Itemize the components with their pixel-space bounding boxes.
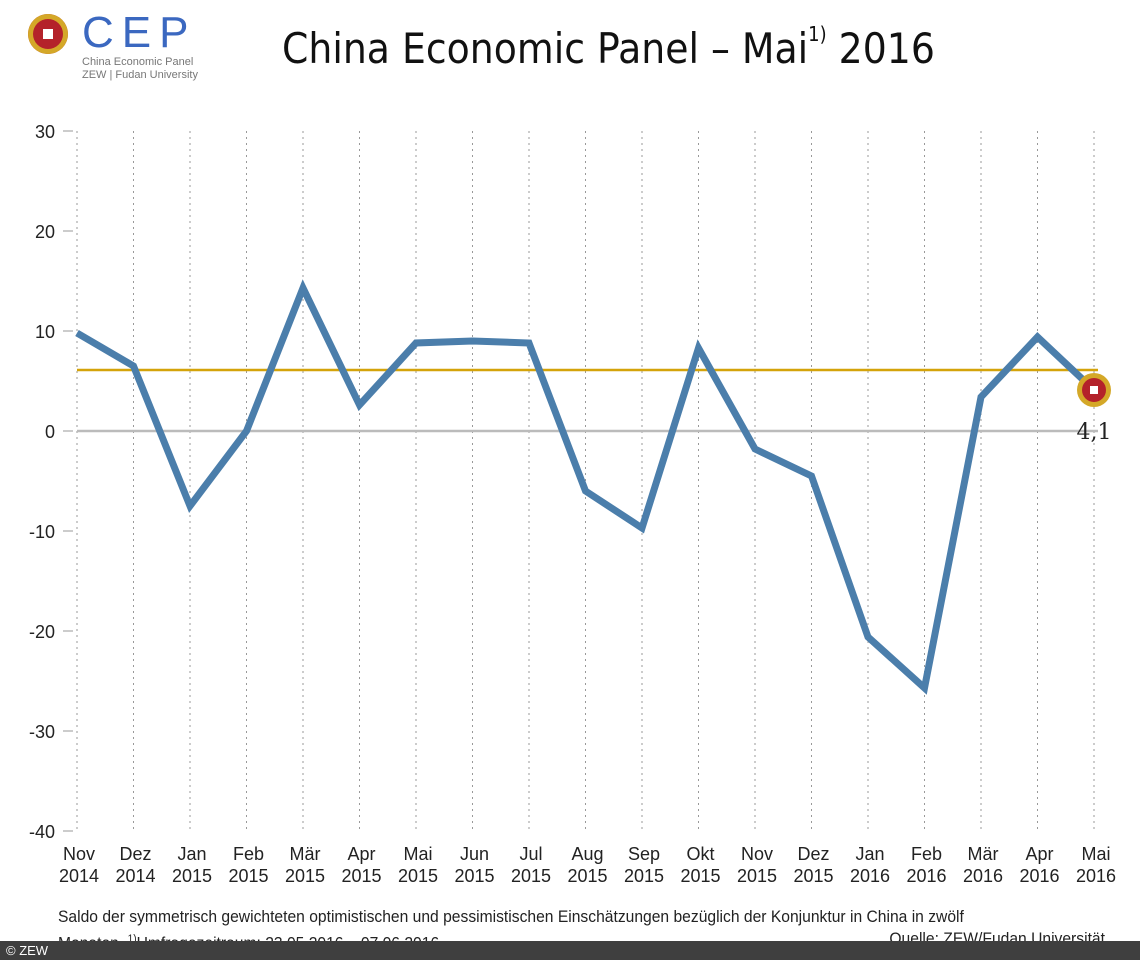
x-tick-year: 2015 (793, 866, 833, 886)
x-tick-month: Feb (233, 844, 264, 864)
x-tick-year: 2015 (228, 866, 268, 886)
copyright-bar: © ZEW (0, 941, 1140, 960)
x-tick-year: 2014 (115, 866, 155, 886)
x-tick-year: 2016 (906, 866, 946, 886)
x-tick-month: Dez (119, 844, 151, 864)
chart-title: China Economic Panel – Mai1) 2016 (282, 22, 935, 73)
logo-wordmark: CEP (82, 8, 197, 57)
x-tick-year: 2015 (567, 866, 607, 886)
title-year: 2016 (838, 24, 935, 73)
y-tick-label: 30 (35, 122, 55, 142)
x-tick-month: Dez (797, 844, 829, 864)
title-footnote: 1) (808, 22, 827, 46)
caption-line-1: Saldo der symmetrisch gewichteten optimi… (58, 907, 964, 926)
x-tick-month: Jan (855, 844, 884, 864)
y-tick-label: -30 (29, 722, 55, 742)
x-tick-year: 2016 (963, 866, 1003, 886)
caption-footnote: 1) (127, 933, 137, 945)
x-tick-month: Mai (1081, 844, 1110, 864)
x-tick-month: Mär (290, 844, 321, 864)
x-tick-year: 2015 (624, 866, 664, 886)
x-tick-year: 2014 (59, 866, 99, 886)
x-tick-month: Nov (741, 844, 773, 864)
x-tick-month: Mai (403, 844, 432, 864)
title-text: China Economic Panel – Mai (282, 24, 809, 73)
x-tick-year: 2015 (454, 866, 494, 886)
coin-icon (28, 14, 68, 54)
x-tick-year: 2016 (1076, 866, 1116, 886)
y-tick-label: 0 (45, 422, 55, 442)
x-tick-month: Okt (686, 844, 714, 864)
x-tick-month: Mär (968, 844, 999, 864)
x-tick-year: 2016 (1019, 866, 1059, 886)
logo-line-2: ZEW | Fudan University (82, 69, 198, 81)
x-tick-year: 2015 (511, 866, 551, 886)
last-value-label: 4,1 (1077, 420, 1112, 445)
cep-logo: CEP China Economic Panel ZEW | Fudan Uni… (26, 8, 226, 84)
marker-square (1090, 386, 1098, 394)
x-tick-month: Apr (347, 844, 375, 864)
x-tick-month: Nov (63, 844, 95, 864)
y-tick-label: 10 (35, 322, 55, 342)
x-tick-year: 2015 (737, 866, 777, 886)
line-chart: 3020100-10-20-30-404,1Nov2014Dez2014Jan2… (29, 122, 1116, 886)
x-tick-year: 2016 (850, 866, 890, 886)
x-tick-month: Jun (460, 844, 489, 864)
logo-line-1: China Economic Panel (82, 56, 194, 68)
x-tick-year: 2015 (285, 866, 325, 886)
y-tick-label: -40 (29, 822, 55, 842)
x-tick-year: 2015 (680, 866, 720, 886)
x-tick-month: Aug (571, 844, 603, 864)
x-tick-month: Jul (519, 844, 542, 864)
x-tick-month: Feb (911, 844, 942, 864)
x-tick-month: Apr (1025, 844, 1053, 864)
x-tick-year: 2015 (341, 866, 381, 886)
y-tick-label: -20 (29, 622, 55, 642)
y-tick-label: -10 (29, 522, 55, 542)
x-tick-month: Sep (628, 844, 660, 864)
x-tick-month: Jan (177, 844, 206, 864)
x-tick-year: 2015 (172, 866, 212, 886)
x-tick-year: 2015 (398, 866, 438, 886)
y-tick-label: 20 (35, 222, 55, 242)
